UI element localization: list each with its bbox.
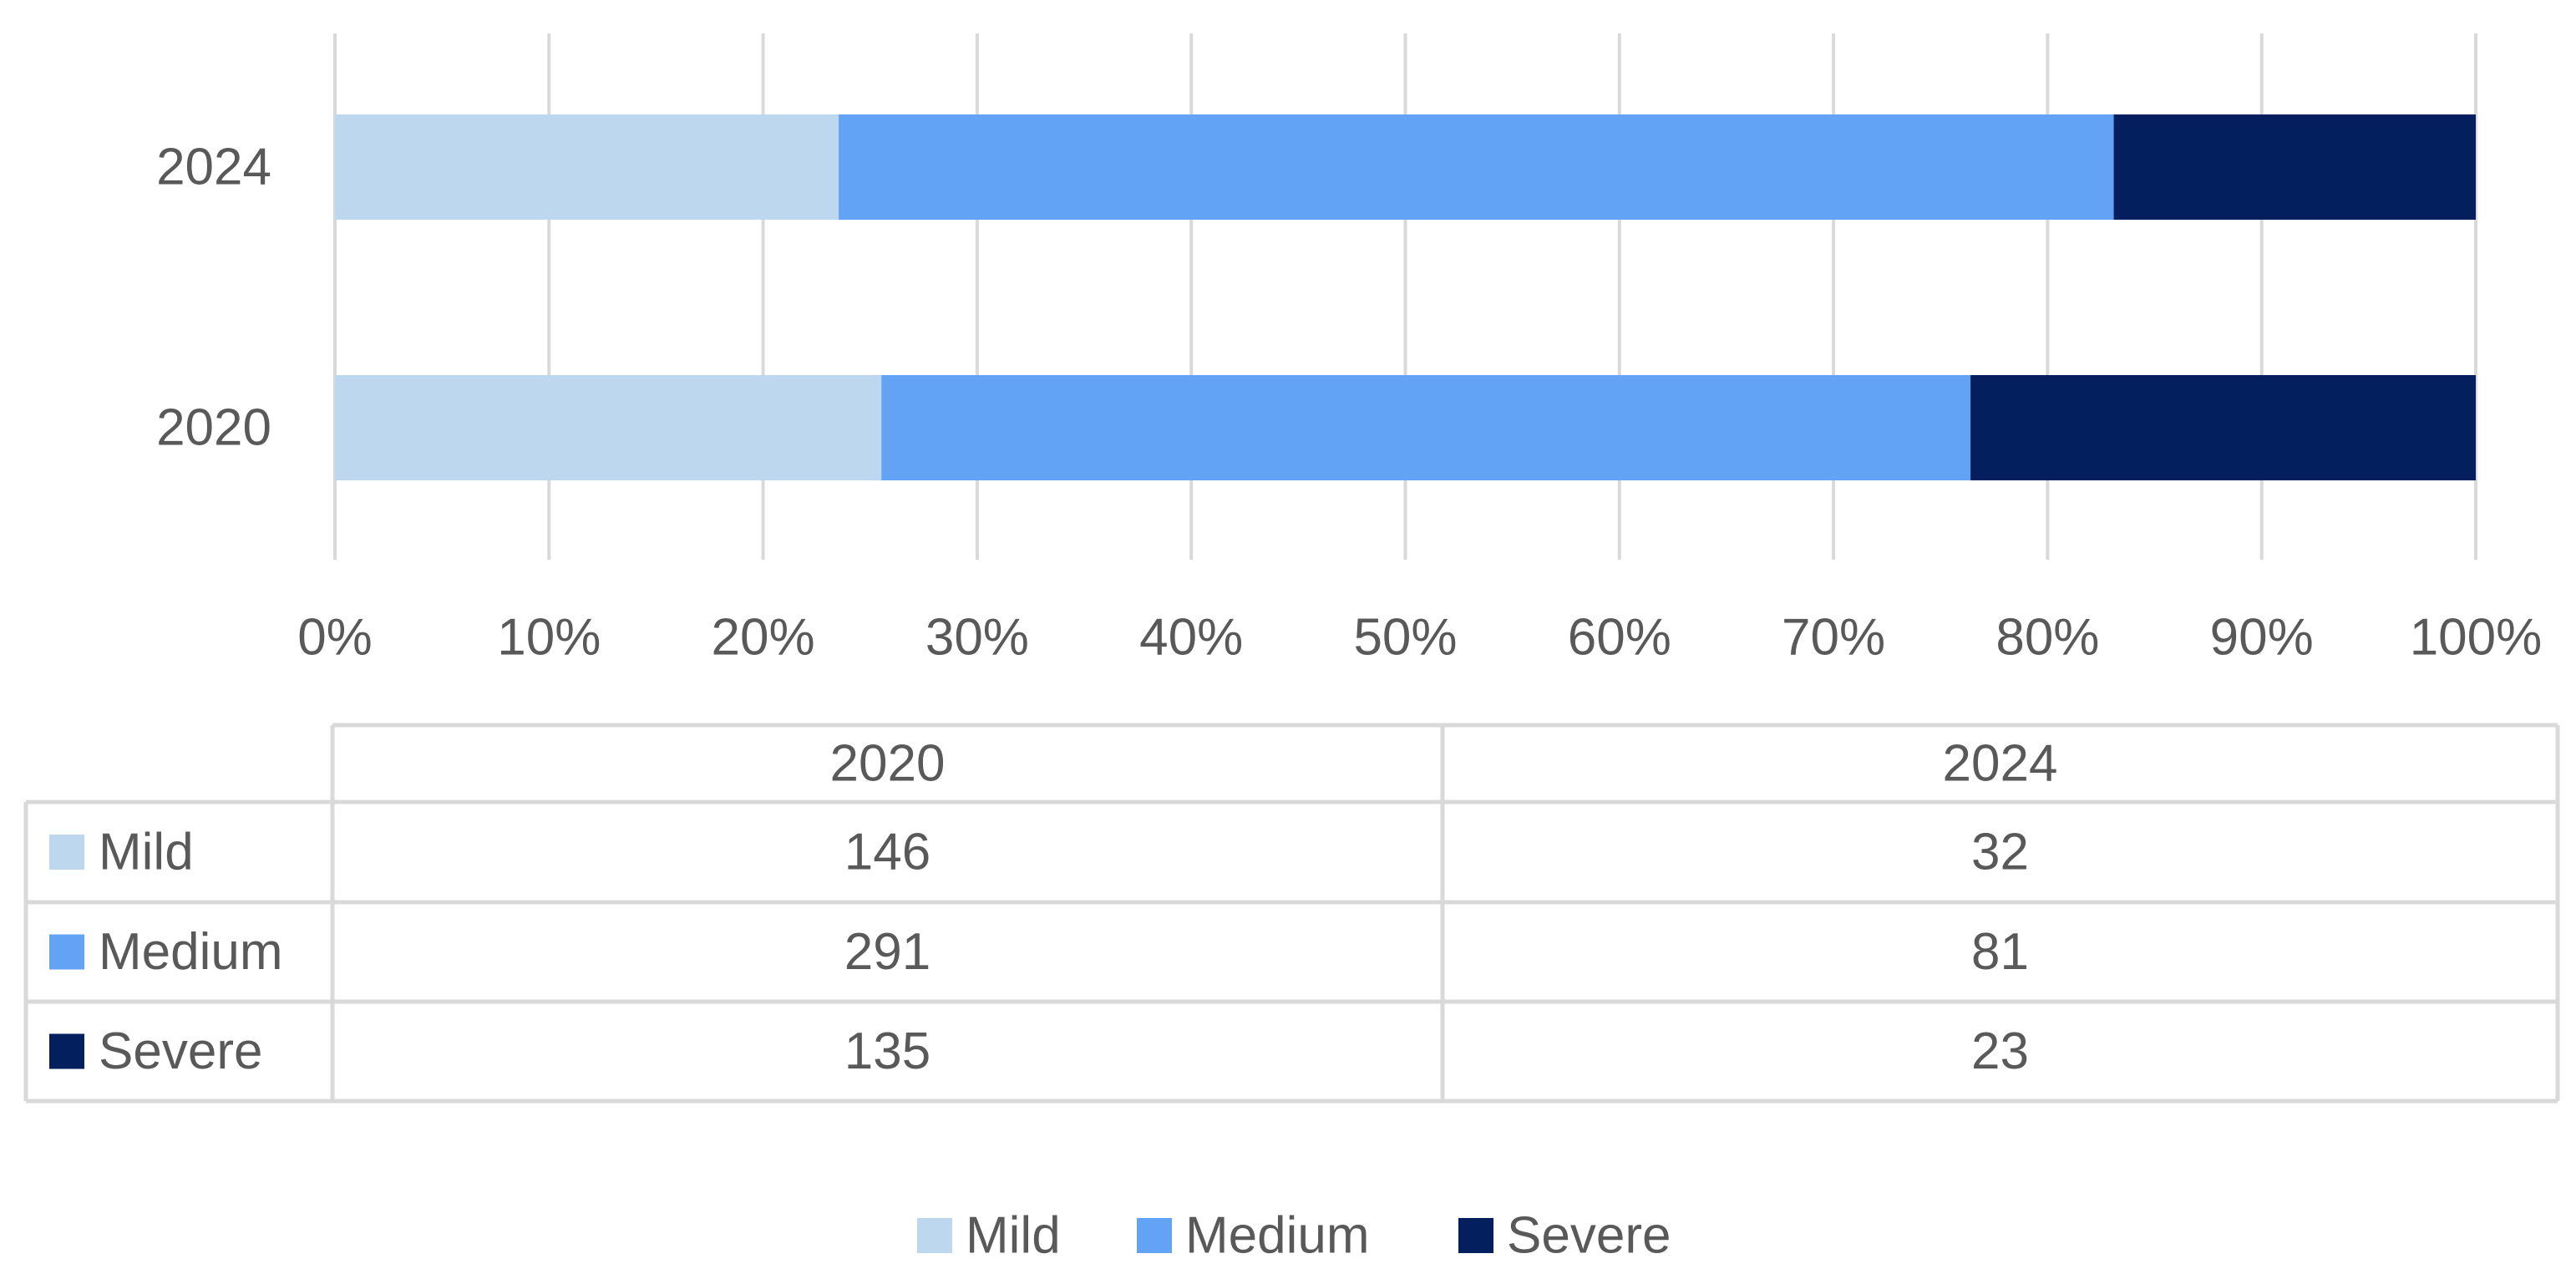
table-cell: 32 [1971, 824, 2029, 881]
x-tick-label: 80% [1995, 609, 2099, 667]
bar-severe-2020 [1970, 375, 2476, 480]
bar-medium-2020 [881, 375, 1971, 480]
table-legend-key [49, 934, 84, 970]
table-cell: 81 [1971, 923, 2029, 981]
x-tick-label: 90% [2210, 609, 2314, 667]
table-header-cell: 2020 [830, 735, 946, 793]
bar-mild-2020 [335, 375, 882, 480]
table-row-label: Severe [99, 1023, 262, 1080]
table-row-label: Medium [99, 923, 283, 981]
table-cell: 291 [844, 923, 931, 981]
x-tick-label: 60% [1568, 609, 1671, 667]
legend-label: Mild [966, 1207, 1061, 1265]
bar-severe-2024 [2113, 114, 2476, 220]
legend-key-medium [1137, 1218, 1172, 1253]
x-tick-label: 50% [1353, 609, 1457, 667]
x-tick-label: 30% [925, 609, 1029, 667]
legend-key-severe [1458, 1218, 1493, 1253]
table-legend-key [49, 1033, 84, 1069]
x-tick-label: 0% [297, 609, 373, 667]
x-tick-label: 20% [712, 609, 815, 667]
table-legend-key [49, 835, 84, 870]
x-tick-label: 100% [2410, 609, 2543, 667]
legend-label: Medium [1185, 1207, 1370, 1265]
bar-medium-2024 [839, 114, 2114, 220]
table-header-cell: 2024 [1943, 735, 2058, 793]
gridlines [333, 33, 2477, 560]
bars [335, 114, 2476, 480]
y-axis-category-labels: 2020 2024 [156, 139, 271, 457]
legend-label: Severe [1507, 1207, 1671, 1265]
x-axis-tick-labels: 0% 10% 20% 30% 40% 50% 60% 70% 80% 90% 100% [297, 609, 2542, 667]
x-tick-label: 10% [497, 609, 601, 667]
legend-key-mild [917, 1218, 952, 1253]
y-category-label: 2024 [156, 139, 271, 196]
y-category-label: 2020 [156, 399, 271, 457]
data-table: 2020 2024 Mild 146 32 Medium 291 81 Severe 135 23 [23, 723, 2560, 1104]
table-cell: 23 [1971, 1023, 2029, 1080]
bar-mild-2024 [335, 114, 839, 220]
table-cell: 135 [844, 1023, 931, 1080]
legend: Mild Medium Severe [917, 1207, 1671, 1265]
table-row-label: Mild [99, 824, 194, 881]
x-tick-label: 70% [1782, 609, 1885, 667]
table-cell: 146 [844, 824, 931, 881]
x-tick-label: 40% [1139, 609, 1243, 667]
